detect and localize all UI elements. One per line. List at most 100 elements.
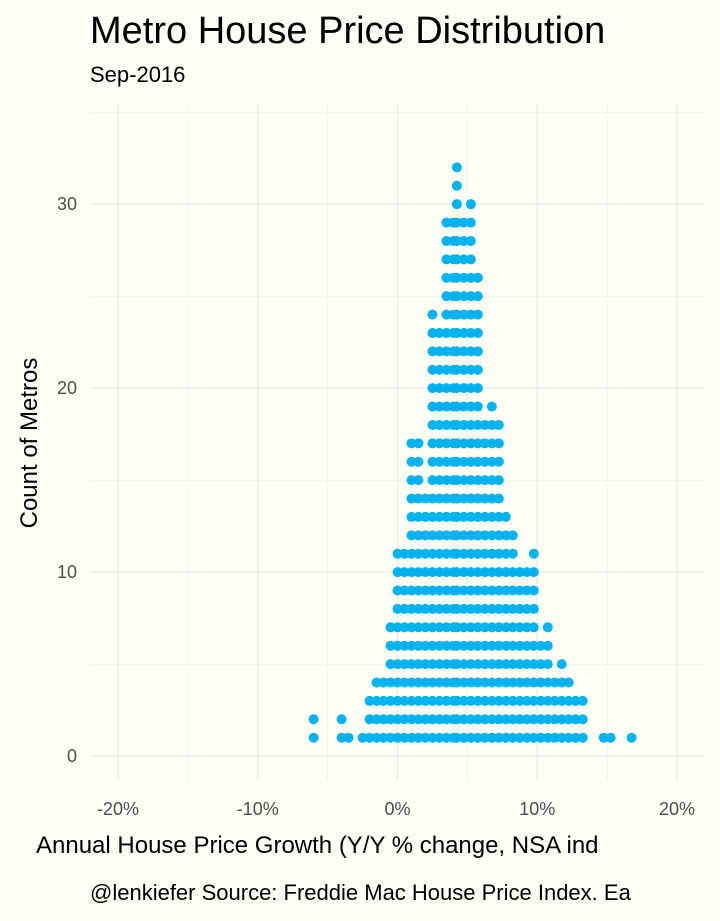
data-point [465,401,476,412]
data-point [493,622,504,633]
data-point [385,714,396,725]
data-point [549,714,560,725]
data-point [392,659,403,670]
data-point [514,640,525,651]
data-point [486,530,497,541]
data-point [434,327,445,338]
data-point [458,364,469,375]
data-point [458,493,469,504]
data-point [486,732,497,743]
data-point [378,695,389,706]
data-point [507,695,518,706]
data-point [441,346,452,357]
data-point [458,695,469,706]
y-axis-title: Count of Metros [16,358,43,529]
data-point [451,180,462,191]
data-point [549,732,560,743]
data-point [451,346,462,357]
data-point [399,714,410,725]
data-point [434,419,445,430]
data-point [441,254,452,265]
data-point [458,291,469,302]
data-point [486,677,497,688]
data-point [458,383,469,394]
data-point [427,695,438,706]
data-point [378,732,389,743]
data-point [434,456,445,467]
data-point [406,567,417,578]
data-point [406,714,417,725]
data-point [493,493,504,504]
data-point [507,714,518,725]
data-point [472,438,483,449]
data-point [479,677,490,688]
data-point [385,732,396,743]
data-point [399,695,410,706]
data-point [577,732,588,743]
data-point [500,585,511,596]
data-point [507,622,518,633]
data-point [451,511,462,522]
data-point [458,585,469,596]
y-tick-label: 30 [57,194,77,214]
data-point [493,567,504,578]
data-point [465,456,476,467]
data-point [479,659,490,670]
data-point [434,622,445,633]
data-point [413,677,424,688]
data-point [451,456,462,467]
data-point [528,732,539,743]
data-point [441,714,452,725]
data-point [465,622,476,633]
data-point [451,419,462,430]
data-point [434,695,445,706]
data-point [434,493,445,504]
data-point [500,548,511,559]
data-point [451,732,462,743]
data-point [357,732,368,743]
data-point [427,493,438,504]
data-point [458,327,469,338]
data-point [420,585,431,596]
data-point [413,548,424,559]
chart-subtitle: Sep-2016 [90,62,186,87]
data-point [549,677,560,688]
data-point [486,548,497,559]
data-point [479,475,490,486]
data-point [479,585,490,596]
data-point [535,732,546,743]
data-point [507,567,518,578]
data-point [392,622,403,633]
data-point [479,640,490,651]
data-point [458,235,469,246]
data-point [549,695,560,706]
data-point [486,493,497,504]
data-point [479,695,490,706]
data-point [441,309,452,320]
data-point [535,640,546,651]
data-point [441,401,452,412]
data-point [371,677,382,688]
data-point [486,475,497,486]
data-point [458,254,469,265]
data-point [486,419,497,430]
data-point [399,622,410,633]
data-point [465,732,476,743]
data-point [441,622,452,633]
data-point [434,548,445,559]
data-point [472,548,483,559]
data-point [451,640,462,651]
data-point [479,567,490,578]
y-tick-label: 20 [57,378,77,398]
data-point [336,714,347,725]
data-point [507,732,518,743]
data-point [427,714,438,725]
data-point [472,530,483,541]
data-point [385,659,396,670]
data-point [458,272,469,283]
data-point [493,548,504,559]
data-point [528,714,539,725]
data-point [528,622,539,633]
data-point [542,732,553,743]
data-point [451,291,462,302]
